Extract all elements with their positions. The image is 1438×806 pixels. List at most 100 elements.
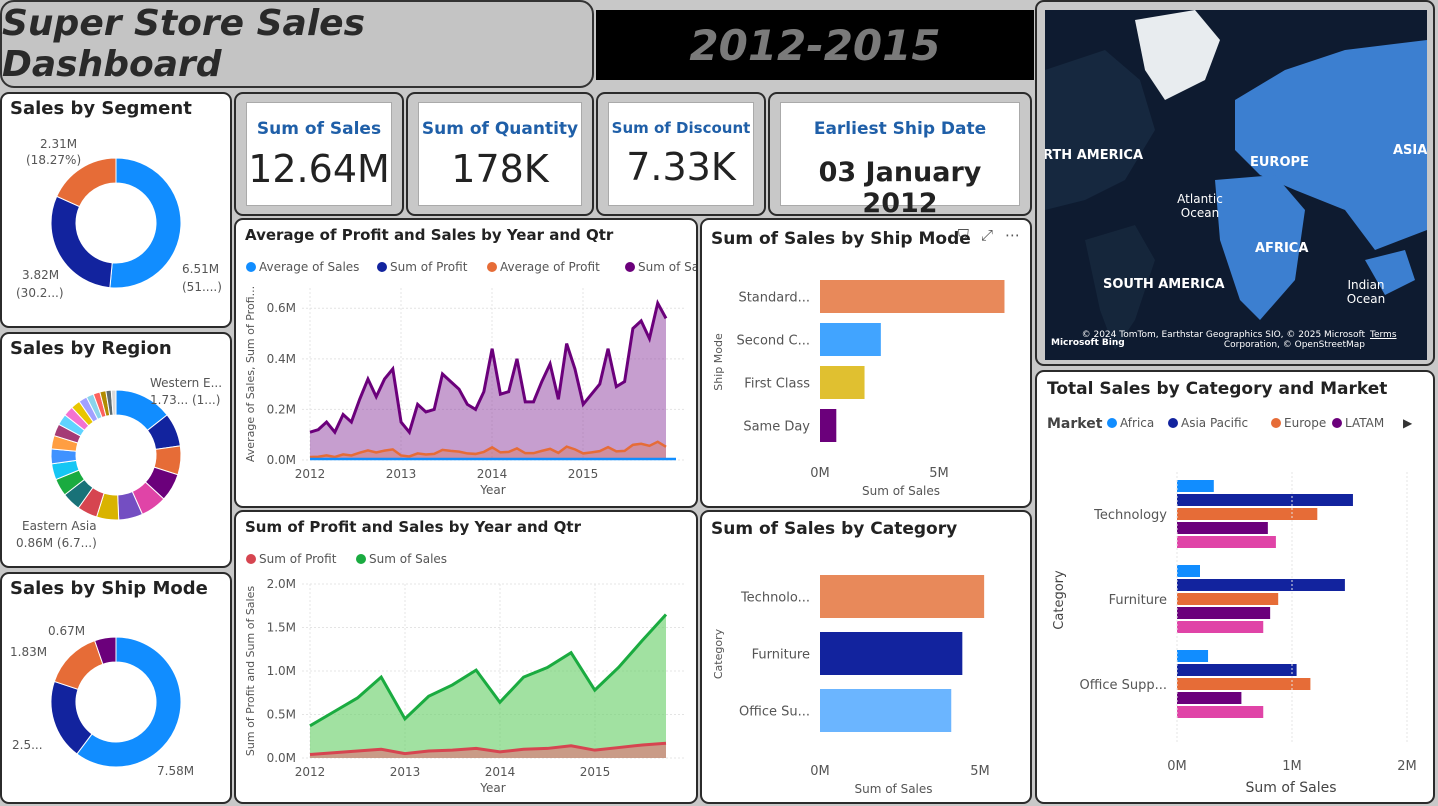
sales-by-region-card[interactable]: Sales by Region Western E... 1.73... (1.… <box>0 332 232 568</box>
x-tick-label: 1M <box>1282 759 1302 774</box>
bar <box>1177 692 1242 704</box>
y-tick-label: 1.0M <box>267 664 296 678</box>
donut-slice <box>94 636 117 665</box>
kpi-card-quantity[interactable]: Sum of Quantity 178K <box>406 92 594 216</box>
profit-sales-card[interactable]: Sum of Profit and Sales by Year and Qtr … <box>234 510 698 804</box>
series-area <box>310 303 666 460</box>
legend-marker <box>1332 418 1342 428</box>
legend-next-icon[interactable]: ▶ <box>1403 416 1413 430</box>
y-axis-label: Sum of Profit and Sum of Sales <box>244 586 257 756</box>
legend-marker <box>246 554 256 564</box>
chart-title: Sum of Profit and Sales by Year and Qtr <box>245 518 582 536</box>
category-label: Office Supp... <box>1080 678 1167 693</box>
bar <box>820 632 963 675</box>
x-tick-label: 2014 <box>485 765 516 779</box>
kpi-card-discount[interactable]: Sum of Discount 7.33K <box>596 92 766 216</box>
y-tick-label: 0.0M <box>267 453 296 467</box>
map-terms-link[interactable]: Terms <box>1370 330 1397 340</box>
kpi-label: Sum of Discount <box>611 119 751 137</box>
x-tick-label: 2013 <box>390 765 421 779</box>
kpi-label: Earliest Ship Date <box>813 119 987 139</box>
world-map-card[interactable]: RTH AMERICA EUROPE ASIA Atlantic Ocean A… <box>1035 0 1435 366</box>
bar <box>1177 621 1264 633</box>
ship-mode-donut: 0.67M 1.83M 2.5... 7.58M <box>10 624 194 778</box>
kpi-label: Sum of Sales <box>256 119 382 139</box>
x-tick-label: 2015 <box>568 467 599 481</box>
x-tick-label: 0M <box>810 764 830 779</box>
bar <box>820 689 952 732</box>
chart-title: Average of Profit and Sales by Year and … <box>245 226 614 244</box>
ship-label: 0.67M <box>48 624 85 638</box>
ship-mode-bar-chart: Sum of Sales by Ship Mode Standard... Sec… <box>711 229 1005 498</box>
y-tick-label: 1.5M <box>267 621 296 635</box>
region-label-value: Western E... <box>150 376 222 390</box>
donut-slice <box>76 636 182 768</box>
y-axis-label: Ship Mode <box>712 333 725 391</box>
world-map[interactable]: RTH AMERICA EUROPE ASIA Atlantic Ocean A… <box>1045 10 1427 360</box>
category-label: Furniture <box>752 648 810 663</box>
category-label: Same Day <box>743 420 810 435</box>
bar <box>820 280 1005 313</box>
kpi-card-sales[interactable]: Sum of Sales 12.64M <box>234 92 404 216</box>
bar <box>1177 593 1279 605</box>
legend-marker <box>487 262 497 272</box>
x-tick-label: 0M <box>810 466 830 481</box>
donut-slice <box>110 389 117 416</box>
x-axis-label: Sum of Sales <box>854 782 932 796</box>
kpi-value: 03 January 2012 <box>818 157 982 219</box>
x-tick-label: 2014 <box>477 467 508 481</box>
map-label: ASIA <box>1393 143 1427 158</box>
x-tick-label: 2013 <box>386 467 417 481</box>
legend-label: Europe <box>1284 416 1326 430</box>
legend-title: Market <box>1047 416 1103 432</box>
legend-marker <box>356 554 366 564</box>
category-label: Standard... <box>738 291 810 306</box>
ship-label: 7.58M <box>157 764 194 778</box>
category-label: First Class <box>744 377 810 392</box>
legend-label: Sum of Sales <box>369 552 447 566</box>
segment-label-pct: (18.27%) <box>26 153 81 167</box>
bing-logo: Microsoft Bing <box>1051 338 1125 348</box>
segment-donut: 2.31M (18.27%) 6.51M (51....) 3.82M (30.… <box>16 137 222 300</box>
focus-mode-icon[interactable]: ⤢ <box>980 226 993 244</box>
more-options-icon[interactable]: ⋯ <box>1005 226 1020 244</box>
region-donut: Western E... 1.73... (1...) Eastern Asia… <box>16 376 222 550</box>
bar <box>1177 706 1264 718</box>
sales-by-ship-mode-card[interactable]: Sales by Ship Mode 0.67M 1.83M 2.5... 7.… <box>0 572 232 804</box>
legend-label: Sum of Profit <box>259 552 337 566</box>
y-tick-label: 0.0M <box>267 751 296 765</box>
kpi-label: Sum of Quantity <box>421 119 579 139</box>
card-title: Sales by Region <box>10 338 172 359</box>
map-label: Indian Ocean <box>1346 278 1386 306</box>
x-tick-label: 2012 <box>295 765 326 779</box>
donut-slice <box>56 157 117 208</box>
ship-mode-bar-card[interactable]: ⛉ ⤢ ⋯ Sum of Sales by Ship Mode Standard… <box>700 218 1032 508</box>
legend-label: Sum of Profit <box>390 260 468 274</box>
category-market-card[interactable]: Total Sales by Category and Market Marke… <box>1035 370 1435 804</box>
legend-label: Average of Sales <box>259 260 359 274</box>
sales-by-segment-card[interactable]: Sales by Segment 2.31M (18.27%) 6.51M (5… <box>0 92 232 328</box>
category-label: Second C... <box>737 334 810 349</box>
donut-slice <box>109 157 182 289</box>
bar <box>1177 607 1271 619</box>
map-label: AFRICA <box>1255 241 1309 256</box>
ship-label: 2.5... <box>12 738 43 752</box>
year-range: 2012-2015 <box>689 20 941 70</box>
region-label-pct: 0.86M (6.7...) <box>16 536 97 550</box>
map-background <box>1045 10 1427 360</box>
series-line <box>309 299 668 436</box>
bar <box>1177 664 1297 676</box>
chart-title: Sum of Sales by Category <box>711 519 957 539</box>
segment-label-pct: (30.2...) <box>16 286 64 300</box>
region-label-pct: 1.73... (1...) <box>150 393 220 407</box>
profit-sales-chart: Sum of Profit and Sales by Year and Qtr … <box>244 518 684 795</box>
legend-label: LATAM <box>1345 416 1384 430</box>
kpi-card-ship-date[interactable]: Earliest Ship Date 03 January 2012 <box>768 92 1032 219</box>
bar <box>1177 508 1318 520</box>
bar <box>1177 650 1209 662</box>
series-line <box>309 741 667 757</box>
donut-slice <box>50 195 113 289</box>
avg-profit-sales-card[interactable]: Average of Profit and Sales by Year and … <box>234 218 698 508</box>
filter-icon[interactable]: ⛉ <box>957 226 969 244</box>
category-bar-card[interactable]: Sum of Sales by Category Technolo... Furn… <box>700 510 1032 804</box>
